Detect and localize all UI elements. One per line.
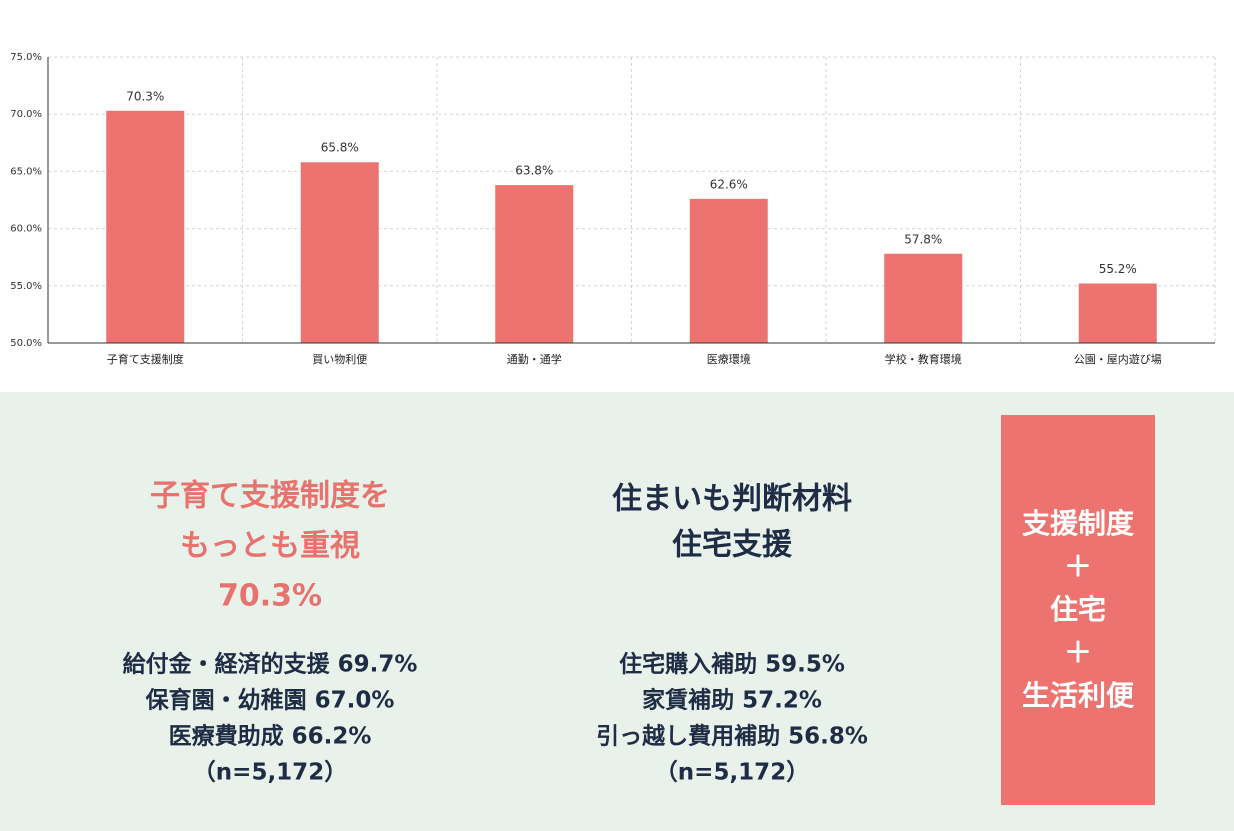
bar bbox=[884, 253, 963, 343]
middle-item: 家賃補助 57.2% bbox=[642, 687, 822, 714]
box-text: ＋ bbox=[1064, 636, 1092, 669]
chart: 50.0% 55.0% 60.0% 65.0% 70.0% 75.0% 子育て支援制度 70.… bbox=[10, 52, 1216, 366]
value-label: 62.6% bbox=[710, 177, 748, 191]
middle-title: 住まいも判断材料 bbox=[612, 482, 852, 517]
x-tick-label: 通勤・通学 bbox=[507, 352, 562, 366]
y-tick-label: 55.0% bbox=[10, 281, 42, 292]
box-text: 支援制度 bbox=[1022, 507, 1134, 540]
x-tick-label: 公園・屋内遊び場 bbox=[1074, 352, 1162, 366]
bar bbox=[300, 162, 379, 343]
left-item: 給付金・経済的支援 69.7% bbox=[123, 651, 418, 678]
left-item: 医療費助成 66.2% bbox=[169, 723, 372, 750]
x-tick-label: 子育て支援制度 bbox=[107, 352, 184, 366]
middle-item: 住宅購入補助 59.5% bbox=[619, 651, 845, 678]
left-item: 保育園・幼稚園 67.0% bbox=[145, 687, 395, 714]
box-text: ＋ bbox=[1064, 550, 1092, 583]
middle-item: 引っ越し費用補助 56.8% bbox=[596, 723, 868, 750]
x-tick-label: 医療環境 bbox=[707, 352, 751, 366]
value-label: 70.3% bbox=[126, 89, 164, 103]
left-title: 70.3% bbox=[218, 579, 322, 614]
middle-title: 住宅支援 bbox=[672, 528, 793, 563]
bar bbox=[106, 110, 185, 343]
summary-box bbox=[1001, 415, 1155, 805]
box-text: 住宅 bbox=[1050, 593, 1106, 626]
value-label: 55.2% bbox=[1099, 262, 1137, 276]
value-label: 57.8% bbox=[904, 232, 942, 246]
bar bbox=[689, 198, 768, 343]
bar bbox=[1078, 283, 1157, 343]
value-label: 63.8% bbox=[515, 164, 553, 178]
y-tick-label: 70.0% bbox=[10, 109, 42, 120]
left-title: もっとも重視 bbox=[180, 529, 360, 564]
x-tick-label: 学校・教育環境 bbox=[885, 352, 962, 366]
middle-item: （n=5,172） bbox=[655, 759, 809, 786]
value-label: 65.8% bbox=[321, 141, 359, 155]
x-tick-label: 買い物利便 bbox=[312, 352, 367, 366]
bar bbox=[495, 185, 574, 343]
left-item: （n=5,172） bbox=[193, 759, 347, 786]
y-tick-label: 65.0% bbox=[10, 166, 42, 177]
y-tick-label: 60.0% bbox=[10, 224, 42, 235]
left-title: 子育て支援制度を bbox=[150, 479, 390, 514]
y-tick-label: 75.0% bbox=[10, 52, 42, 63]
y-tick-label: 50.0% bbox=[10, 338, 42, 349]
box-text: 生活利便 bbox=[1022, 679, 1135, 712]
